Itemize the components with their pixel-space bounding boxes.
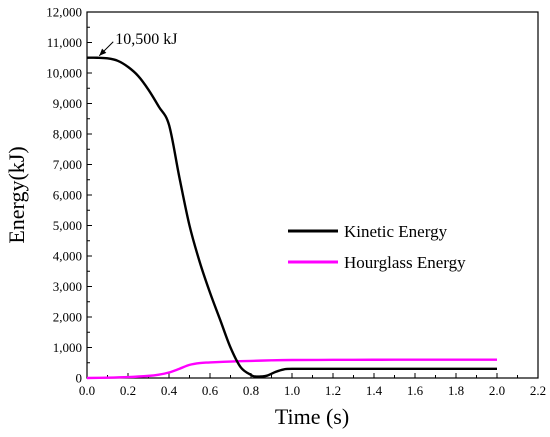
y-tick-label: 12,000 xyxy=(46,5,82,20)
y-tick-label: 3,000 xyxy=(53,279,82,294)
axis-ticks: 0.0 0.2 0.4 0.6 0.8 1.0 1.2 1.4 1.6 1.8 2.0 2.2 0 1,0… xyxy=(46,5,546,399)
x-tick-label: 0.6 xyxy=(202,383,219,398)
annotation-arrowhead xyxy=(99,48,107,56)
y-tick-label: 8,000 xyxy=(53,127,82,142)
legend: Kinetic Energy Hourglass Energy xyxy=(288,222,466,272)
x-axis-title: Time (s) xyxy=(275,404,349,429)
x-tick-label: 0.4 xyxy=(161,383,178,398)
y-tick-label: 2,000 xyxy=(53,310,82,325)
x-tick-label: 0.2 xyxy=(120,383,136,398)
series-line-hourglass-energy xyxy=(86,358,497,380)
y-tick-label: 9,000 xyxy=(53,96,82,111)
x-tick-label: 1.4 xyxy=(366,383,383,398)
y-tick-label: 1,000 xyxy=(53,340,82,355)
x-tick-label: 0.8 xyxy=(243,383,259,398)
legend-label-hourglass-energy: Hourglass Energy xyxy=(344,253,466,272)
y-tick-label: 5,000 xyxy=(53,218,82,233)
y-tick-label: 10,000 xyxy=(46,66,82,81)
x-tick-label: 1.0 xyxy=(284,383,300,398)
y-tick-label: 7,000 xyxy=(53,157,82,172)
x-tick-label: 1.6 xyxy=(407,383,424,398)
legend-label-kinetic-energy: Kinetic Energy xyxy=(344,222,448,241)
series-line-kinetic-energy xyxy=(86,56,497,378)
y-tick-label: 0 xyxy=(76,371,83,386)
x-tick-label: 0.0 xyxy=(79,383,95,398)
annotation-label: 10,500 kJ xyxy=(115,31,177,48)
plot-frame xyxy=(86,11,539,379)
y-tick-label: 11,000 xyxy=(47,35,82,50)
x-tick-label: 2.0 xyxy=(489,383,505,398)
series-lines xyxy=(86,56,497,380)
y-axis-title: Energy(kJ) xyxy=(4,146,29,243)
x-tick-label: 2.2 xyxy=(530,383,546,398)
annotation: 10,500 kJ xyxy=(98,31,177,57)
x-tick-label: 1.2 xyxy=(325,383,341,398)
y-tick-label: 4,000 xyxy=(53,249,82,264)
y-tick-label: 6,000 xyxy=(53,188,82,203)
x-tick-label: 1.8 xyxy=(448,383,464,398)
